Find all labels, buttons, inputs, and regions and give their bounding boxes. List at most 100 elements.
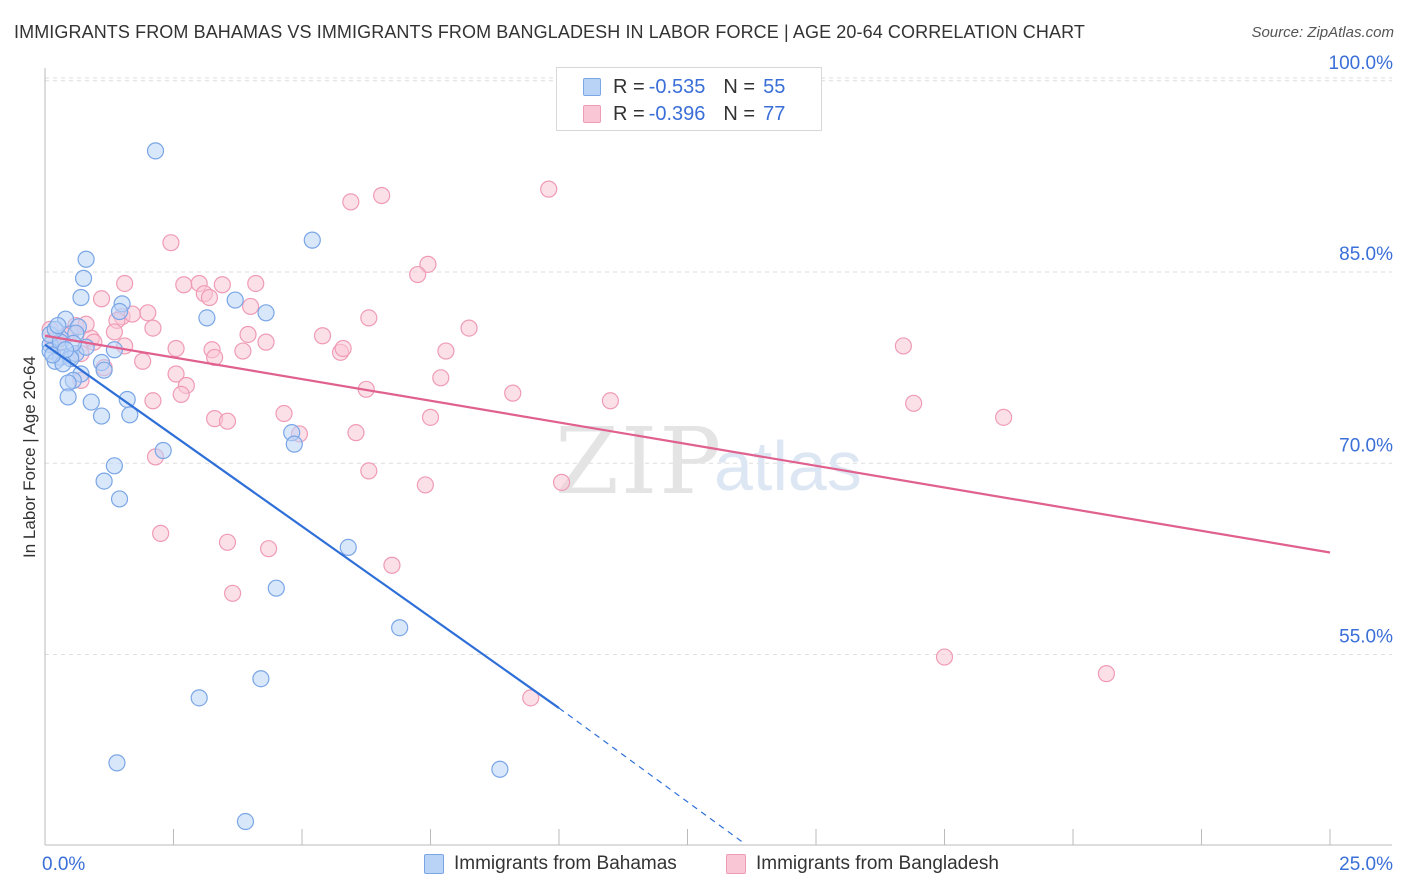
- point-bahamas: [339, 538, 357, 557]
- point-bahamas: [95, 472, 113, 490]
- point-bahamas: [110, 302, 129, 321]
- point-bangladesh: [894, 337, 912, 355]
- bottom-legend-swatch-bangladesh: [726, 854, 746, 874]
- trend-lines: [44, 334, 1331, 844]
- point-bangladesh: [167, 365, 185, 383]
- point-bangladesh: [172, 385, 190, 403]
- point-bangladesh: [421, 408, 440, 426]
- axes: [44, 68, 1392, 846]
- point-bangladesh: [460, 319, 478, 337]
- point-bangladesh: [552, 473, 571, 491]
- legend-n-value-bangladesh: 77: [763, 102, 786, 125]
- point-bangladesh: [383, 556, 401, 574]
- point-bangladesh: [540, 180, 558, 198]
- axis-labels: 55.0% 70.0% 85.0% 100.0% 0.0% 25.0% In Labor F…: [20, 53, 1393, 875]
- legend-n-value-bahamas: 55: [763, 75, 786, 98]
- point-bahamas: [92, 407, 111, 425]
- point-bahamas: [236, 812, 255, 831]
- point-bahamas: [105, 457, 123, 475]
- point-bahamas: [252, 670, 270, 688]
- point-bahamas: [285, 435, 303, 453]
- point-bahamas: [121, 406, 139, 424]
- point-bahamas: [146, 142, 165, 160]
- point-bahamas: [95, 361, 113, 379]
- point-bahamas: [154, 441, 172, 460]
- bottom-legend-label-bahamas: Immigrants from Bahamas: [454, 853, 677, 874]
- watermark-atlas: atlas: [714, 427, 862, 505]
- y-tick-label: 85.0%: [1339, 244, 1393, 265]
- point-bangladesh: [162, 234, 180, 252]
- point-bangladesh: [360, 309, 378, 327]
- watermark-zip: ZIP: [555, 408, 723, 515]
- point-bahamas: [77, 250, 95, 268]
- point-bangladesh: [134, 352, 152, 370]
- source-credit: Source: ZipAtlas.com: [1251, 24, 1394, 41]
- legend-row-bahamas: R = -0.535 N = 55: [583, 75, 785, 99]
- point-bahamas: [56, 341, 75, 359]
- legend-r-label: R =: [613, 75, 645, 98]
- point-bangladesh: [334, 339, 352, 358]
- point-bangladesh: [144, 319, 162, 337]
- point-bahamas: [82, 393, 100, 411]
- legend-swatch-bangladesh: [583, 105, 601, 123]
- legend-r-label: R =: [613, 102, 645, 125]
- point-bahamas: [257, 304, 275, 322]
- point-bangladesh: [275, 404, 293, 423]
- point-bahamas: [267, 579, 285, 597]
- watermark: ZIP atlas: [555, 408, 862, 515]
- point-bangladesh: [116, 274, 134, 293]
- correlation-legend: R = -0.535 N = 55 R = -0.396 N = 77: [556, 67, 822, 131]
- point-bangladesh: [504, 384, 522, 402]
- bottom-legend-label-bangladesh: Immigrants from Bangladesh: [756, 853, 999, 874]
- trend-line-bahamas-extension: [558, 707, 745, 844]
- point-bangladesh: [218, 533, 237, 551]
- trend-line-bahamas: [44, 343, 560, 709]
- point-bangladesh: [360, 462, 378, 480]
- point-bangladesh: [218, 412, 237, 430]
- point-bangladesh: [342, 193, 360, 211]
- point-bangladesh: [105, 323, 123, 341]
- point-bangladesh: [432, 369, 450, 387]
- series-bangladesh-points: [41, 180, 1116, 707]
- point-bangladesh: [373, 186, 391, 205]
- point-bangladesh: [152, 524, 170, 542]
- point-bangladesh: [242, 297, 260, 316]
- series-bahamas-points: [41, 142, 509, 831]
- legend-r-value-bahamas: -0.535: [648, 75, 706, 98]
- legend-row-bangladesh: R = -0.396 N = 77: [583, 102, 785, 126]
- point-bangladesh: [234, 342, 252, 360]
- point-bahamas: [108, 754, 126, 772]
- point-bangladesh: [437, 342, 455, 360]
- chart-title: IMMIGRANTS FROM BAHAMAS VS IMMIGRANTS FR…: [14, 22, 1085, 42]
- x-tick-label: 0.0%: [42, 854, 85, 875]
- point-bangladesh: [419, 255, 437, 273]
- trend-line-bangladesh: [44, 334, 1331, 554]
- point-bangladesh: [239, 325, 257, 344]
- point-bangladesh: [905, 394, 923, 412]
- y-tick-label: 70.0%: [1339, 435, 1393, 456]
- x-tick-label: 25.0%: [1339, 854, 1393, 875]
- point-bahamas: [491, 760, 509, 778]
- point-bangladesh: [347, 424, 365, 442]
- legend-n-label: N =: [723, 102, 756, 125]
- y-axis-title: In Labor Force | Age 20-64: [20, 356, 39, 558]
- point-bahamas: [391, 619, 409, 637]
- y-tick-label: 100.0%: [1329, 53, 1394, 74]
- point-bahamas: [49, 316, 67, 335]
- point-bahamas: [59, 388, 77, 406]
- point-bahamas: [190, 689, 208, 707]
- point-bangladesh: [995, 408, 1013, 426]
- point-bangladesh: [409, 265, 427, 284]
- point-bangladesh: [247, 274, 265, 293]
- point-bahamas: [110, 490, 129, 508]
- point-bangladesh: [935, 648, 954, 666]
- bottom-legend-swatch-bahamas: [424, 854, 444, 874]
- bottom-legend-bahamas: Immigrants from Bahamas: [424, 851, 677, 877]
- point-bangladesh: [144, 392, 162, 410]
- point-bangladesh: [139, 304, 157, 322]
- point-bahamas: [303, 231, 321, 249]
- bottom-legend-bangladesh: Immigrants from Bangladesh: [726, 851, 999, 877]
- point-bangladesh: [200, 288, 219, 307]
- point-bangladesh: [167, 339, 185, 358]
